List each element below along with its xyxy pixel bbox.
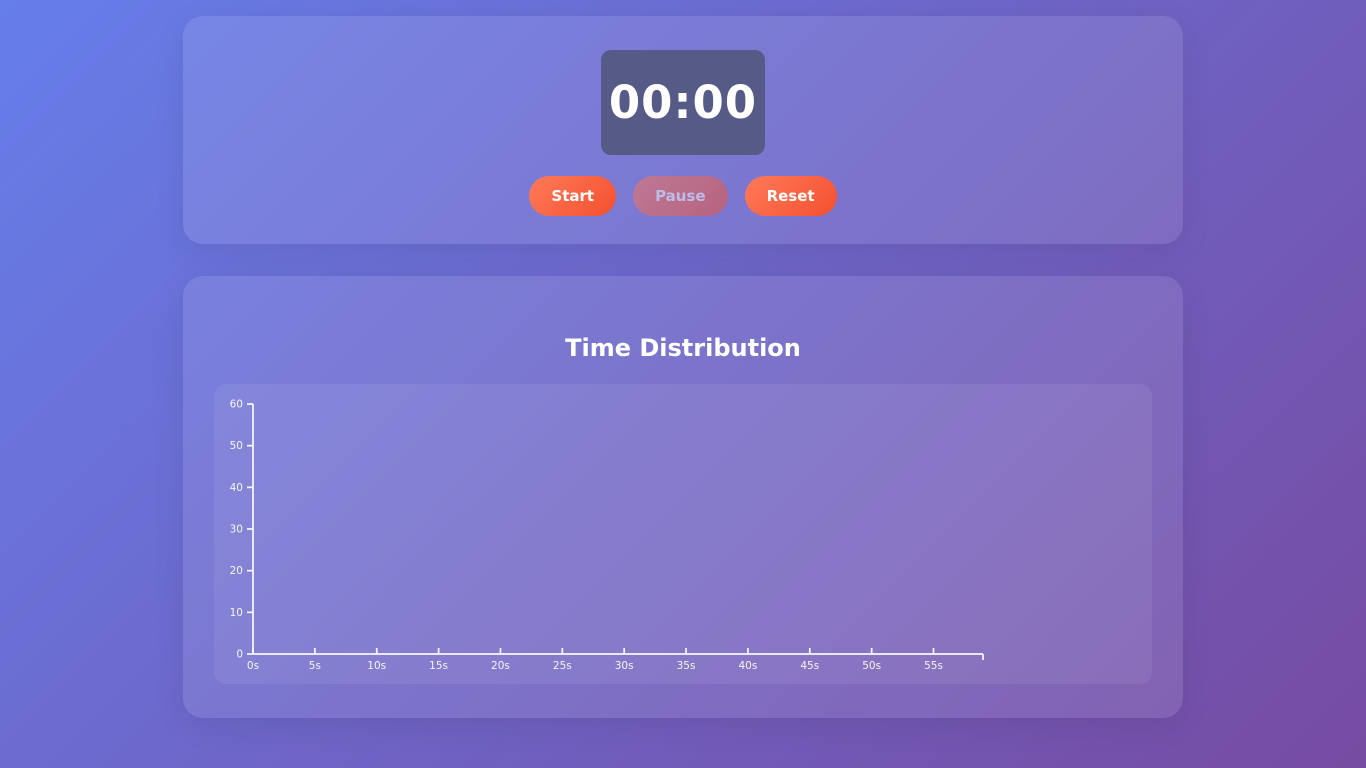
svg-text:10s: 10s <box>367 660 386 672</box>
svg-text:15s: 15s <box>429 660 448 672</box>
time-distribution-chart: 0 10 20 30 40 50 60 0s 5s 10s 15s 20s 25s 30s 35s 40s 45… <box>230 399 984 672</box>
svg-text:30: 30 <box>230 524 243 536</box>
svg-text:40: 40 <box>230 482 243 494</box>
svg-text:30s: 30s <box>615 660 634 672</box>
svg-text:50s: 50s <box>862 660 881 672</box>
svg-text:5s: 5s <box>309 660 321 672</box>
svg-text:20s: 20s <box>491 660 510 672</box>
timer-card: 00:00 Start Pause Reset <box>183 16 1183 244</box>
timer-controls: Start Pause Reset <box>183 176 1183 216</box>
pause-button[interactable]: Pause <box>633 176 728 216</box>
reset-button[interactable]: Reset <box>744 176 837 216</box>
svg-text:35s: 35s <box>677 660 696 672</box>
timer-display: 00:00 <box>601 50 765 155</box>
chart-title: Time Distribution <box>565 334 801 362</box>
svg-text:45s: 45s <box>800 660 819 672</box>
svg-text:55s: 55s <box>924 660 943 672</box>
svg-text:0: 0 <box>236 649 243 661</box>
svg-text:10: 10 <box>230 607 243 619</box>
chart-card: Time Distribution 0 10 20 30 40 50 60 0s 5s 10s 15… <box>183 276 1183 718</box>
svg-text:0s: 0s <box>247 660 259 672</box>
svg-text:50: 50 <box>230 440 243 452</box>
svg-text:40s: 40s <box>738 660 757 672</box>
start-button[interactable]: Start <box>529 176 617 216</box>
svg-text:60: 60 <box>230 399 243 411</box>
chart-panel: 0 10 20 30 40 50 60 0s 5s 10s 15s 20s 25s 30s 35s 40s 45… <box>214 384 1152 684</box>
svg-text:25s: 25s <box>553 660 572 672</box>
svg-text:20: 20 <box>230 565 243 577</box>
